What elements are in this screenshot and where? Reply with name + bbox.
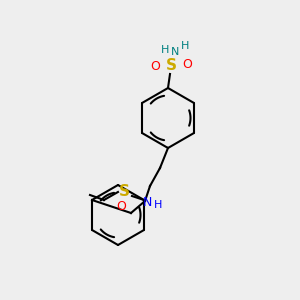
Text: N: N	[171, 47, 179, 57]
Text: S: S	[166, 58, 176, 74]
Text: O: O	[150, 59, 160, 73]
Text: N: N	[142, 196, 152, 208]
Text: H: H	[154, 200, 162, 210]
Text: S: S	[118, 184, 130, 200]
Text: H: H	[161, 45, 169, 55]
Text: O: O	[182, 58, 192, 70]
Text: H: H	[181, 41, 189, 51]
Text: O: O	[116, 200, 126, 214]
